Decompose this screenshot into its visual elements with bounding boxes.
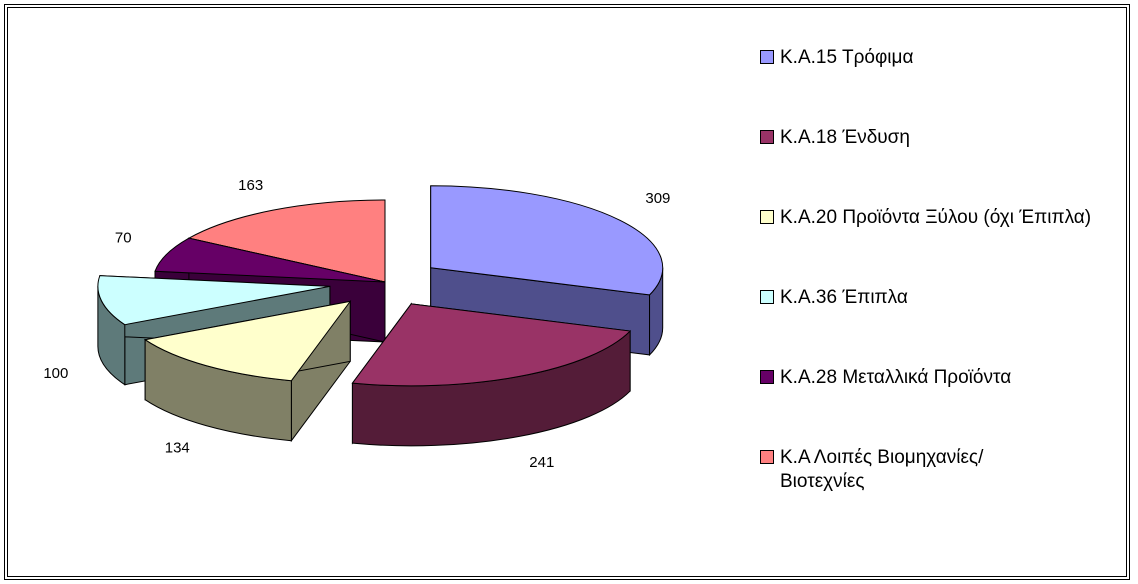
- legend-label: Κ.Α.20 Προϊόντα Ξύλου (όχι Έπιπλα): [780, 207, 1092, 228]
- legend-swatch: [760, 370, 774, 384]
- legend-item-metal-products: Κ.Α.28 Μεταλλικά Προϊόντα: [760, 366, 1125, 390]
- pie-slice: [351, 302, 632, 447]
- data-label: 309: [645, 190, 670, 207]
- legend-swatch: [760, 130, 774, 144]
- legend-swatch: [760, 450, 774, 464]
- data-label: 70: [115, 229, 132, 246]
- legend-item-clothing: Κ.Α.18 Ένδυση: [760, 126, 1125, 150]
- data-label: 241: [529, 454, 554, 471]
- pie-slice-top: [351, 303, 632, 387]
- legend-label: Κ.Α.15 Τρόφιμα: [780, 47, 914, 68]
- pie-slice-top: [187, 199, 386, 283]
- pie-slice: [143, 299, 352, 443]
- legend-label: Κ.Α.18 Ένδυση: [780, 127, 910, 148]
- legend-swatch: [760, 50, 774, 64]
- data-label: 163: [238, 177, 263, 194]
- pie-slice-top: [430, 185, 664, 296]
- data-label: 100: [43, 365, 68, 382]
- data-label: 134: [165, 439, 190, 456]
- legend-label: Κ.Α.28 Μεταλλικά Προϊόντα: [780, 367, 1012, 388]
- pie-slice-top: [154, 237, 386, 283]
- legend-swatch: [760, 210, 774, 224]
- legend-item-furniture: Κ.Α.36 Έπιπλα: [760, 286, 1125, 310]
- legend-label: Κ.Α.36 Έπιπλα: [780, 287, 908, 308]
- pie-slice-top: [97, 275, 330, 326]
- legend-label: Κ.Α Λοιπές Βιομηχανίες/Βιοτεχνίες: [780, 447, 984, 492]
- legend-item-other-industries: Κ.Α Λοιπές Βιομηχανίες/Βιοτεχνίες: [760, 446, 1040, 494]
- legend-item-wood-products: Κ.Α.20 Προϊόντα Ξύλου (όχι Έπιπλα): [760, 206, 1110, 230]
- legend-item-food: Κ.Α.15 Τρόφιμα: [760, 46, 1125, 70]
- legend-swatch: [760, 290, 774, 304]
- pie-slice-top: [143, 300, 352, 382]
